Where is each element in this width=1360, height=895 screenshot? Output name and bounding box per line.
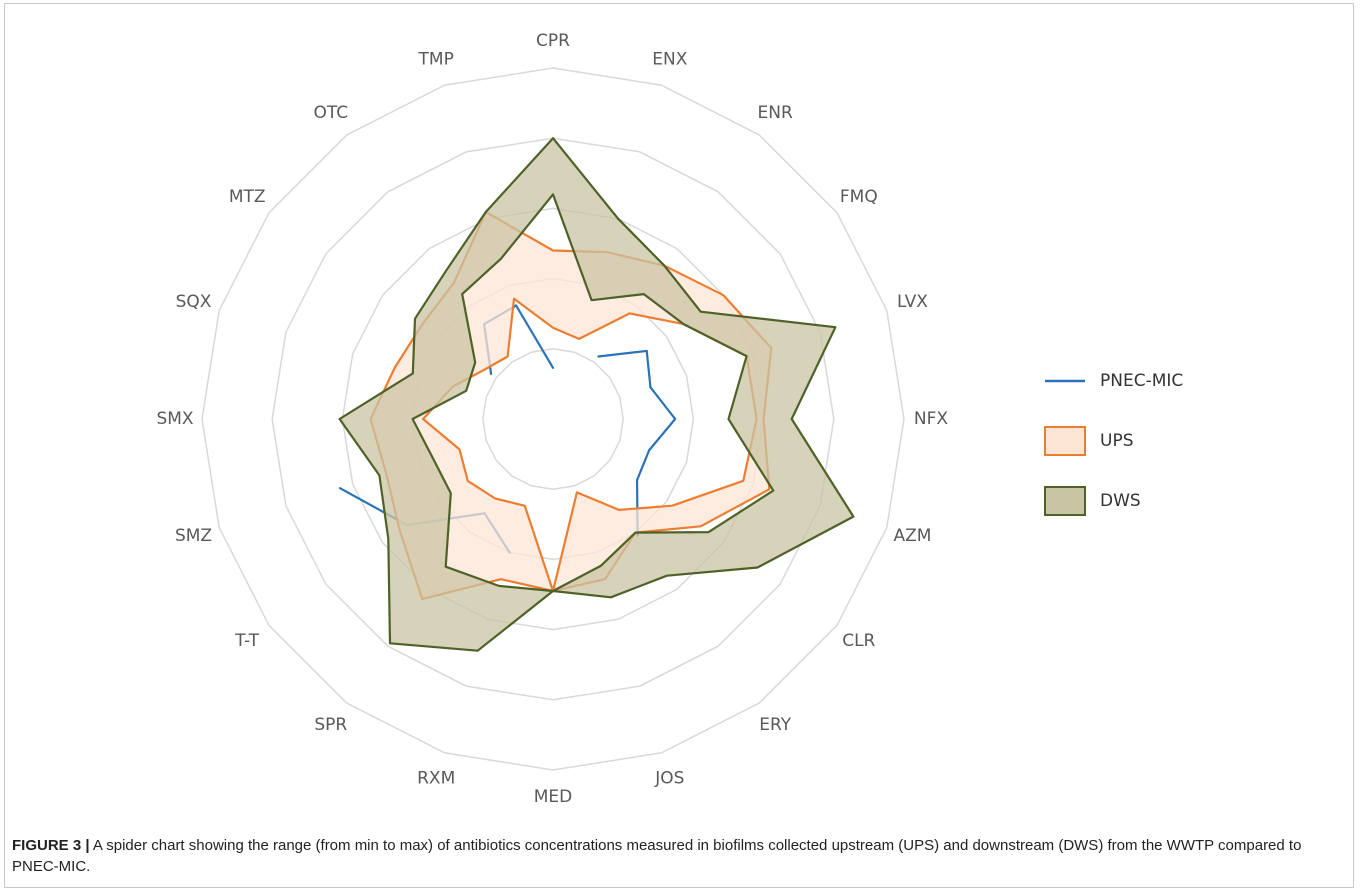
- axis-label: CPR: [536, 31, 570, 51]
- axis-label: OTC: [313, 103, 348, 123]
- axis-label: SMZ: [175, 526, 212, 546]
- legend-label: DWS: [1100, 491, 1141, 511]
- series-line-segment: [645, 349, 652, 389]
- axis-label: JOS: [654, 768, 684, 788]
- axis-label: FMQ: [840, 187, 878, 207]
- caption: FIGURE 3 | A spider chart showing the ra…: [12, 835, 1347, 877]
- axis-label: ERY: [759, 715, 791, 735]
- axis-label: CLR: [842, 631, 875, 651]
- range-band: [338, 137, 855, 652]
- legend-swatch: [1044, 486, 1086, 516]
- series-line-segment: [635, 449, 651, 482]
- axis-label: MTZ: [229, 187, 266, 207]
- axis-label: NFX: [914, 409, 948, 429]
- caption-text: A spider chart showing the range (from m…: [12, 837, 1302, 875]
- axis-label: SMX: [156, 409, 193, 429]
- legend-label: UPS: [1100, 431, 1134, 451]
- axis-label: RXM: [417, 768, 455, 788]
- axis-label: SQX: [176, 292, 212, 312]
- axis-label: TMP: [418, 50, 454, 70]
- axis-label: SPR: [314, 715, 347, 735]
- axis-label: T-T: [234, 631, 259, 651]
- series-line-segment: [597, 349, 648, 358]
- legend-label: PNEC-MIC: [1100, 371, 1183, 391]
- figure-frame: [4, 3, 1354, 888]
- legend-swatch: [1044, 426, 1086, 456]
- caption-label: FIGURE 3 |: [12, 837, 90, 854]
- grid-ring: [201, 67, 905, 771]
- axis-label: AZM: [894, 526, 932, 546]
- series-line-segment: [649, 386, 677, 421]
- series-line-segment: [515, 304, 555, 369]
- axis-label: MED: [534, 787, 573, 807]
- series-line-segment: [648, 417, 677, 452]
- axis-label: LVX: [897, 292, 928, 312]
- grid-ring: [482, 348, 624, 490]
- chart: CPR ENX ENR FMQ LVX NFX AZM CLR ERY JOS MED RXM SPR T…: [156, 31, 1183, 807]
- axis-label: ENX: [652, 50, 687, 70]
- axis-label: ENR: [758, 103, 793, 123]
- grid-ring: [271, 137, 835, 701]
